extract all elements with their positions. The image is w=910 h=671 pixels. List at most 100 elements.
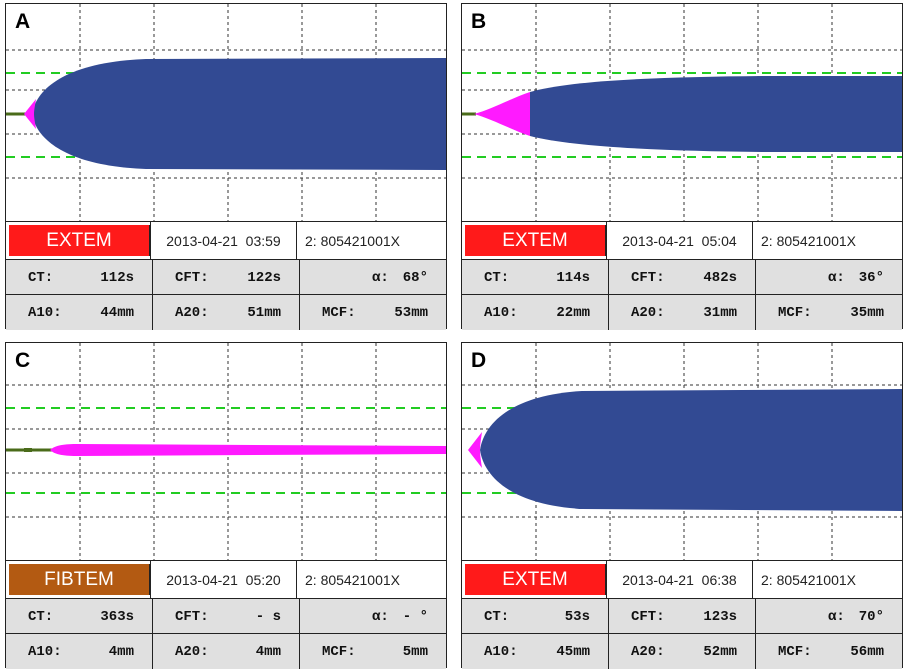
mcf-label: MCF: [322,304,356,321]
panel-label: A [15,10,31,33]
temogram-plot: A [6,4,446,221]
mcf-label: MCF: [778,643,812,660]
a20-label: A20: [631,304,665,321]
initiation-trace [474,92,530,136]
mcf-value: 56mm [850,643,884,660]
clot-trace [530,76,902,152]
temogram-plot: B [462,4,902,221]
cft-value: 123s [703,608,737,625]
assay-badge: EXTEM [465,564,606,595]
time-text: 03:59 [245,232,281,249]
panel-d: D EXTEM 2013-04-21 06:38 2: 805421001X C… [461,342,903,669]
date-text: 2013-04-21 [622,571,694,588]
a20-label: A20: [175,304,209,321]
alpha-value: - ° [402,608,428,625]
sample-id: 2: 805421001X [305,571,400,588]
initiation-trace [24,99,36,129]
ct-marker [24,448,32,452]
a20-cell: A20: 52mm [609,634,756,669]
a20-cell: A20: 4mm [153,634,300,669]
sample-id: 2: 805421001X [761,232,856,249]
initiation-trace [468,432,482,468]
date-text: 2013-04-21 [622,232,694,249]
alpha-cell: α: 68° [300,260,446,295]
assay-badge: FIBTEM [9,564,150,595]
a10-cell: A10: 4mm [6,634,153,669]
mcf-label: MCF: [322,643,356,660]
ct-value: 53s [564,608,590,625]
cft-label: CFT: [631,269,665,286]
cft-cell: CFT: 123s [609,599,756,634]
alpha-cell: α: - ° [300,599,446,634]
clot-trace [32,58,446,170]
reference-lines [6,407,446,494]
alpha-label: α: [372,269,389,286]
alpha-cell: α: 70° [756,599,902,634]
a10-cell: A10: 44mm [6,295,153,330]
sample-id: 2: 805421001X [305,232,400,249]
a10-value: 44mm [100,304,134,321]
ct-label: CT: [28,608,54,625]
mcf-cell: MCF: 5mm [300,634,446,669]
a20-value: 4mm [255,643,281,660]
mcf-value: 5mm [402,643,428,660]
alpha-value: 70° [858,608,884,625]
mcf-cell: MCF: 35mm [756,295,902,330]
panel-a: A EXTEM 2013-04-21 03:59 2: 805421001X C… [5,3,447,330]
ct-value: 363s [100,608,134,625]
result-table: EXTEM 2013-04-21 03:59 2: 805421001X CT:… [6,221,446,330]
temogram-svg [6,343,446,560]
mcf-cell: MCF: 56mm [756,634,902,669]
ct-label: CT: [28,269,54,286]
timestamp: 2013-04-21 05:04 [606,222,753,259]
assay-badge: EXTEM [465,225,606,256]
alpha-label: α: [372,608,389,625]
a10-label: A10: [484,643,518,660]
initiation-trace [50,444,446,456]
a10-label: A10: [484,304,518,321]
a20-cell: A20: 31mm [609,295,756,330]
mcf-value: 53mm [394,304,428,321]
cft-label: CFT: [175,608,209,625]
time-text: 05:20 [245,571,281,588]
cft-label: CFT: [631,608,665,625]
a10-cell: A10: 22mm [462,295,609,330]
ct-label: CT: [484,608,510,625]
panel-label: D [471,349,487,372]
a20-value: 51mm [247,304,281,321]
result-table: EXTEM 2013-04-21 05:04 2: 805421001X CT:… [462,221,902,330]
ct-cell: CT: 363s [6,599,153,634]
timestamp: 2013-04-21 06:38 [606,561,753,598]
a20-label: A20: [175,643,209,660]
a20-cell: A20: 51mm [153,295,300,330]
temogram-plot: C [6,343,446,560]
alpha-label: α: [828,608,845,625]
a10-value: 45mm [556,643,590,660]
panel-b: B EXTEM 2013-04-21 05:04 2: 805421001X C… [461,3,903,330]
alpha-value: 36° [858,269,884,286]
a10-label: A10: [28,643,62,660]
cft-cell: CFT: - s [153,599,300,634]
a10-cell: A10: 45mm [462,634,609,669]
mcf-cell: MCF: 53mm [300,295,446,330]
a10-value: 22mm [556,304,590,321]
ct-cell: CT: 112s [6,260,153,295]
a20-label: A20: [631,643,665,660]
cft-cell: CFT: 122s [153,260,300,295]
panel-c: C FIBTEM 2013-04-21 05:20 2: 805421001X … [5,342,447,669]
ct-cell: CT: 114s [462,260,609,295]
cft-cell: CFT: 482s [609,260,756,295]
result-table: FIBTEM 2013-04-21 05:20 2: 805421001X CT… [6,560,446,669]
a20-value: 31mm [703,304,737,321]
cft-value: - s [255,608,281,625]
date-text: 2013-04-21 [166,232,238,249]
temogram-svg [462,343,902,560]
ct-cell: CT: 53s [462,599,609,634]
a20-value: 52mm [703,643,737,660]
alpha-cell: α: 36° [756,260,902,295]
ct-value: 112s [100,269,134,286]
ct-value: 114s [556,269,590,286]
result-table: EXTEM 2013-04-21 06:38 2: 805421001X CT:… [462,560,902,669]
assay-badge: EXTEM [9,225,150,256]
timestamp: 2013-04-21 05:20 [150,561,297,598]
